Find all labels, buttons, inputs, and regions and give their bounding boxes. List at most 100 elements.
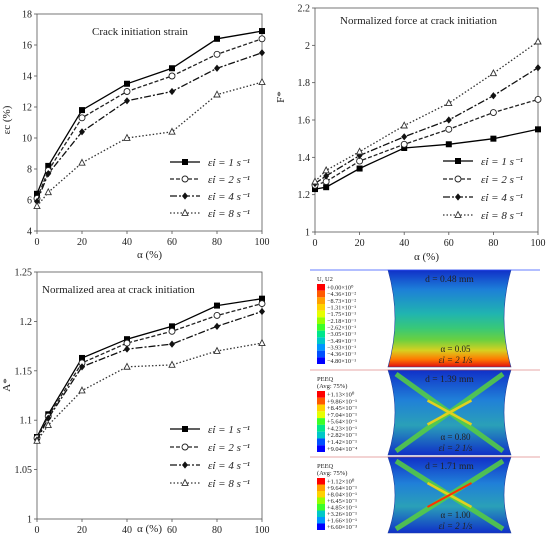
x-tick-label: 100: [531, 238, 546, 249]
series-line: [314, 98, 539, 186]
contour-swatch: [317, 523, 325, 530]
sim-panel-2: PEEQ(Avg: 75%) +1.13×10⁰+9.86×10⁻¹+8.45×1…: [310, 369, 540, 456]
y-axis-label: εc (%): [1, 105, 13, 134]
contour-swatch: [317, 484, 325, 491]
data-point: [489, 109, 497, 116]
shear-band-core: [427, 482, 472, 508]
contour-value: +7.04×10⁻¹: [327, 412, 357, 419]
x-axis-label: α (%): [137, 523, 162, 535]
series-1: [34, 295, 265, 440]
data-point: [34, 197, 40, 206]
data-point: [78, 158, 86, 166]
data-point: [44, 187, 52, 196]
displacement-label: d = 1.71 mm: [425, 462, 474, 472]
chart-1: 4 6 8 10 12 14 16 18 0 20 40 60 80 100 α (%) εc (%) Crac…: [1, 10, 270, 262]
contour-value: −3.93×10⁻¹: [327, 344, 356, 351]
data-point: [259, 49, 265, 57]
contour-value: −4.80×10⁻¹: [327, 358, 356, 365]
contour-value: +5.64×10⁻¹: [327, 419, 357, 426]
data-point: [214, 302, 220, 309]
data-point: [259, 28, 265, 35]
x-axis-label: α (%): [414, 251, 439, 263]
data-point: [33, 201, 41, 210]
contour-swatch: [317, 510, 325, 517]
contour-legend-title: PEEQ: [317, 463, 334, 470]
plot-frame: [36, 13, 263, 232]
x-tick-label: 40: [399, 238, 409, 249]
data-point: [445, 141, 452, 148]
data-point: [124, 80, 130, 87]
data-point: [123, 362, 131, 370]
chart-title: Normalized force at crack initiation: [340, 15, 497, 27]
data-point: [258, 77, 266, 86]
y-tick-label: 6: [27, 196, 32, 207]
data-point: [535, 126, 541, 133]
contour-swatch: [317, 330, 325, 338]
legend-label: ε̇i = 8 s⁻¹: [208, 208, 250, 220]
data-point: [123, 88, 131, 95]
data-point: [534, 96, 542, 103]
data-point: [213, 312, 221, 319]
data-point: [44, 420, 52, 428]
contour-value: −2.62×10⁻¹: [327, 324, 356, 331]
contour-legend-title: U, U2: [317, 276, 333, 283]
data-point: [258, 338, 266, 346]
legend-label: ε̇i = 8 s⁻¹: [208, 478, 250, 490]
legend-marker: [181, 478, 189, 486]
data-point: [259, 295, 265, 302]
x-tick-label: 0: [313, 238, 318, 249]
shear-band-core: [426, 399, 473, 426]
data-point: [124, 336, 130, 343]
series-line: [36, 298, 263, 438]
contour-swatch: [317, 438, 325, 446]
chart-2: 1 1.2 1.4 1.6 1.8 2 2.2 0 20 40 60 80 100 α (%) F* Norm…: [275, 4, 546, 264]
series-4: [311, 37, 542, 185]
contour-value: −3.49×10⁻¹: [327, 338, 356, 345]
y-tick-label: 1.8: [298, 78, 311, 89]
data-point: [169, 87, 175, 96]
data-point: [355, 147, 364, 155]
data-point: [33, 436, 41, 444]
legend: ε̇i = 1 s⁻¹ ε̇i = 2 s⁻¹ ε̇i = 4 s⁻¹ ε̇i = 8…: [443, 156, 523, 222]
sim-panel-1: U, U2+0.00×10⁰−4.36×10⁻²−8.73×10⁻²−1.31×…: [310, 269, 540, 368]
contour-swatch: [317, 424, 325, 432]
x-tick-label: 40: [122, 525, 132, 536]
data-point: [78, 114, 86, 122]
contour-value: +2.82×10⁻¹: [327, 432, 357, 439]
series-line: [36, 30, 263, 195]
data-point: [124, 345, 130, 353]
contour-swatch: [317, 411, 325, 419]
x-tick-label: 20: [77, 525, 87, 536]
y-tick-label: 1.4: [298, 153, 311, 164]
y-axis-label: A*: [1, 378, 13, 391]
x-tick-label: 0: [35, 237, 40, 248]
data-point: [79, 354, 85, 361]
legend-marker: [455, 158, 461, 164]
contour-swatch: [317, 290, 325, 298]
alpha-label: α = 0.05: [440, 344, 471, 354]
contour-value: −4.36×10⁻¹: [327, 351, 356, 358]
series-line: [36, 302, 263, 439]
data-point: [78, 386, 86, 394]
contour-value: +9.64×10⁻¹: [327, 485, 357, 492]
data-point: [213, 50, 221, 58]
y-tick-label: 1.2: [20, 317, 33, 328]
contour-value: +8.04×10⁻¹: [327, 491, 357, 498]
data-point: [259, 307, 265, 316]
x-tick-label: 60: [444, 238, 454, 249]
x-axis-label: α (%): [137, 249, 162, 261]
data-point: [79, 107, 85, 114]
x-tick-label: 60: [167, 525, 177, 536]
data-point: [401, 145, 408, 151]
x-tick-label: 80: [212, 525, 222, 536]
contour-swatch: [317, 317, 325, 324]
data-point: [400, 121, 408, 129]
contour-value: −1.75×10⁻¹: [327, 311, 356, 318]
data-point: [311, 177, 319, 185]
data-point: [401, 133, 408, 141]
series-2: [311, 96, 542, 189]
data-point: [124, 97, 130, 105]
contour-swatch: [317, 284, 325, 291]
